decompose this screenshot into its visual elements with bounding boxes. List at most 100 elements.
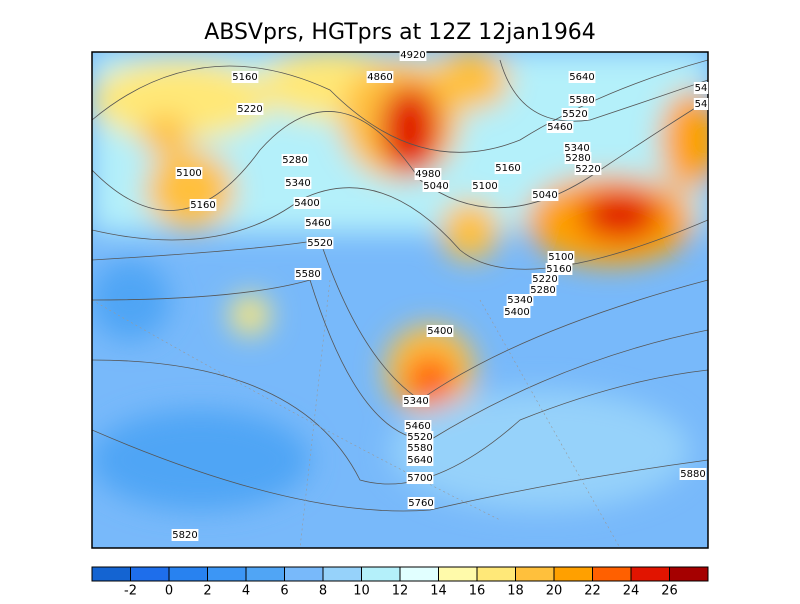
contour-label: 5400: [426, 325, 454, 337]
colorbar-box: [592, 567, 631, 581]
contour-label-text: 54: [695, 99, 708, 110]
contour-label-text: 5820: [172, 530, 197, 541]
contour-label-box: [563, 142, 591, 154]
contour-label-text: 5160: [190, 200, 215, 211]
colorbar-box: [207, 567, 246, 581]
contour-label-box: [281, 154, 309, 166]
contour-label: 5280: [564, 152, 592, 164]
contour-label-text: 4860: [367, 72, 392, 83]
colorbar-tick-label: 16: [469, 584, 486, 599]
contour-label-text: 5520: [407, 432, 432, 443]
contour-label-box: [294, 268, 322, 280]
contour-label-text: 5160: [495, 163, 520, 174]
colorbar-box: [92, 567, 131, 581]
contour-label-text: 5100: [472, 181, 497, 192]
contour-label: 5280: [529, 284, 557, 296]
contour-label-box: [231, 71, 259, 83]
colorbar-tick-label: 12: [392, 584, 409, 599]
colorbar-tick-label: -2: [124, 584, 137, 599]
contour-label-text: 5640: [407, 455, 432, 466]
colorbar-tick-label: 24: [623, 584, 640, 599]
contour-label: 5100: [547, 251, 575, 263]
contour-label: 54: [693, 82, 709, 94]
contour-label-box: [471, 180, 499, 192]
contour-label: 5760: [407, 497, 435, 509]
contour-label: 5100: [471, 180, 499, 192]
colorbar-box: [631, 567, 670, 581]
contour-label: 4860: [366, 71, 394, 83]
contour-label-text: 5340: [507, 295, 532, 306]
colorbar-box: [515, 567, 554, 581]
contour-label-text: 54: [695, 83, 708, 94]
colorbar-box: [477, 567, 516, 581]
contour-label-box: [404, 420, 432, 432]
contour-label-box: [693, 98, 709, 110]
contour-label-text: 5220: [575, 164, 600, 175]
map-title: ABSVprs, HGTprs at 12Z 12jan1964: [204, 20, 596, 45]
contour-label-text: 5580: [569, 95, 594, 106]
contour-label-text: 5340: [285, 178, 310, 189]
contour-label-box: [406, 431, 434, 443]
contour-label-text: 5400: [294, 198, 319, 209]
contour-label-box: [402, 395, 430, 407]
colorbar-tick-label: 8: [319, 584, 327, 599]
contour-label-text: 5220: [237, 104, 262, 115]
contour-label: 5580: [568, 94, 596, 106]
colorbar-box: [438, 567, 477, 581]
contour-label-box: [494, 162, 522, 174]
contour-label-box: [175, 167, 203, 179]
contour-label-box: [693, 82, 709, 94]
contour-label: 5100: [175, 167, 203, 179]
contour-label-box: [366, 71, 394, 83]
colorbar-box: [554, 567, 593, 581]
contour-label: 5520: [406, 431, 434, 443]
contour-label: 5880: [679, 468, 707, 480]
contour-label-box: [236, 103, 264, 115]
contour-label-text: 5760: [408, 498, 433, 509]
colorbar-box: [669, 567, 708, 581]
contour-label-text: 5160: [232, 72, 257, 83]
contour-label: 5460: [304, 217, 332, 229]
colorbar-tick-label: 20: [546, 584, 563, 599]
contour-label-text: 5400: [504, 307, 529, 318]
contour-label-box: [306, 237, 334, 249]
contour-label-text: 5400: [427, 326, 452, 337]
contour-label-box: [406, 442, 434, 454]
contour-label-box: [406, 454, 434, 466]
contour-label: 5340: [506, 294, 534, 306]
contour-label: 5160: [189, 199, 217, 211]
contour-label-box: [406, 472, 434, 484]
contour-label-box: [414, 168, 442, 180]
contour-label-text: 5280: [530, 285, 555, 296]
contour-label-box: [422, 180, 450, 192]
contour-label-box: [284, 177, 312, 189]
contour-label-box: [304, 217, 332, 229]
contour-label-text: 4980: [415, 169, 440, 180]
contour-label: 5580: [406, 442, 434, 454]
contour-label-box: [568, 71, 596, 83]
contour-label: 5520: [561, 108, 589, 120]
colorbar-box: [284, 567, 323, 581]
contour-label: 4980: [414, 168, 442, 180]
contour-label: 5460: [404, 420, 432, 432]
contour-label: 5160: [545, 263, 573, 275]
contour-label-text: 5280: [565, 153, 590, 164]
colorbar-box: [246, 567, 285, 581]
contour-label-text: 5100: [548, 252, 573, 263]
colorbar-tick-label: 10: [353, 584, 370, 599]
colorbar-tick-label: 26: [661, 584, 678, 599]
contour-label-text: 5640: [569, 72, 594, 83]
contour-label: 5640: [406, 454, 434, 466]
contour-label-box: [564, 152, 592, 164]
contour-label-box: [546, 121, 574, 133]
contour-label: 5160: [494, 162, 522, 174]
contour-label-box: [545, 263, 573, 275]
contour-label-text: 5460: [305, 218, 330, 229]
contour-label: 5640: [568, 71, 596, 83]
contour-label: 5340: [402, 395, 430, 407]
contour-label-text: 5880: [680, 469, 705, 480]
contour-label-box: [189, 199, 217, 211]
contour-label-box: [679, 468, 707, 480]
contour-label: 5400: [503, 306, 531, 318]
contour-label-box: [407, 497, 435, 509]
